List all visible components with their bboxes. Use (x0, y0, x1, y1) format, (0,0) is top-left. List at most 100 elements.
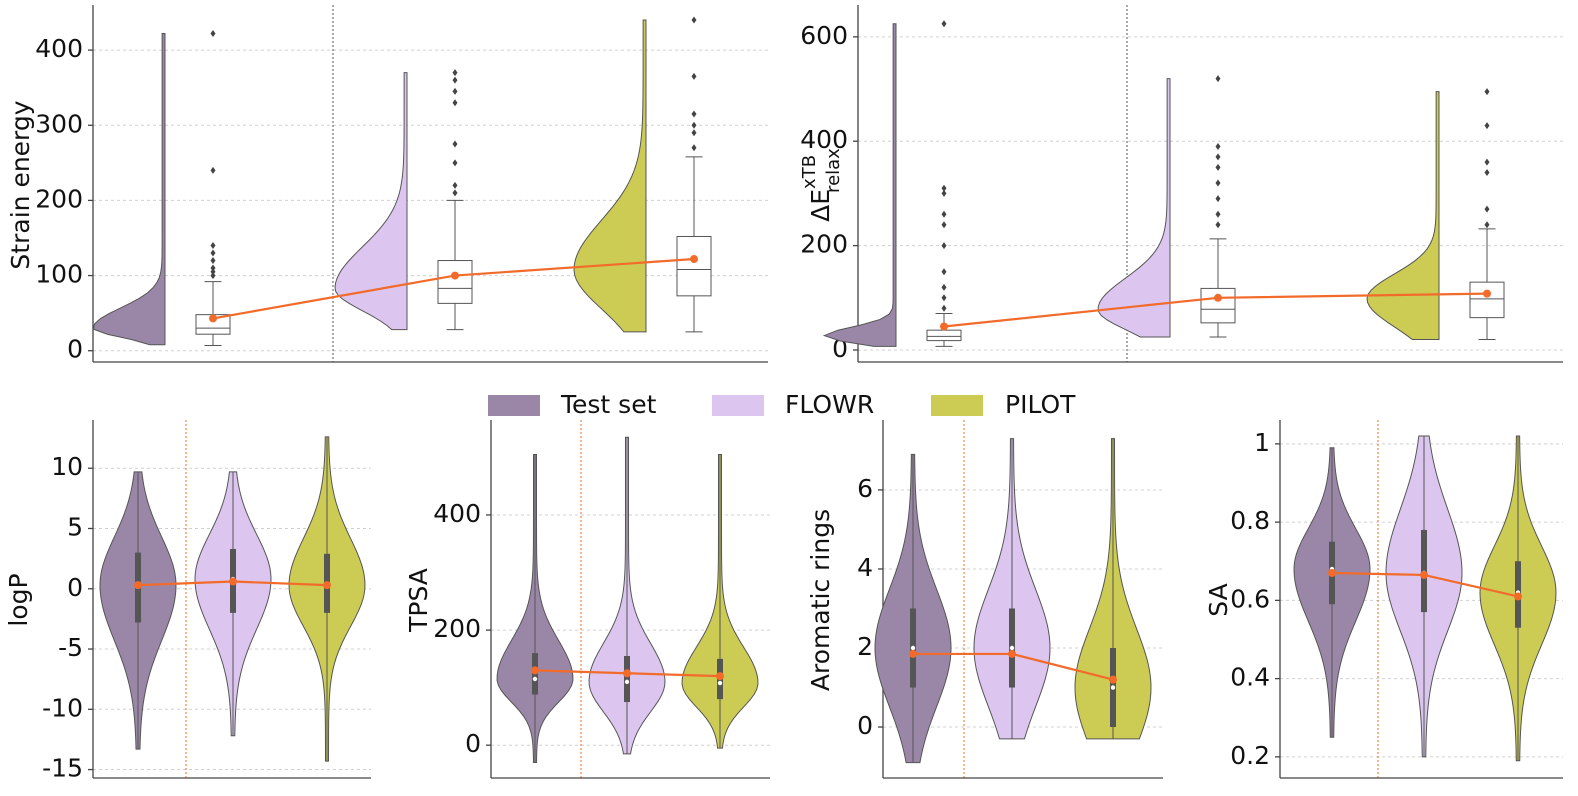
mean-marker (940, 322, 948, 331)
half-violin (573, 19, 647, 333)
legend: Test set FLOWR PILOT (488, 390, 1076, 419)
outlier (1215, 221, 1221, 229)
y-tick-label: -10 (42, 693, 83, 722)
half-violin (1097, 78, 1171, 338)
outlier (941, 242, 947, 250)
mean-marker (1109, 675, 1117, 684)
outlier (452, 87, 458, 95)
outlier (941, 221, 947, 229)
mean-marker (1514, 592, 1522, 601)
box (1469, 281, 1505, 319)
mean-marker (134, 581, 142, 590)
mean-marker (909, 649, 917, 658)
mean-marker (1420, 570, 1428, 579)
outlier (452, 69, 458, 77)
y-tick-label: 0.2 (1230, 741, 1270, 770)
outlier (941, 283, 947, 291)
legend-label: PILOT (1005, 390, 1076, 419)
outlier (691, 144, 697, 152)
y-tick-label: -5 (58, 633, 83, 662)
y-tick-label: 100 (35, 260, 83, 289)
y-tick-label: 4 (857, 553, 873, 582)
outlier (1484, 122, 1490, 130)
y-tick-label: 200 (35, 184, 83, 213)
outlier (210, 166, 216, 174)
outlier (210, 272, 216, 280)
y-label-sub: relax (823, 148, 844, 193)
y-tick-label: 5 (67, 512, 83, 541)
y-tick-label: 0.8 (1230, 506, 1270, 535)
y-tick-label: 300 (35, 109, 83, 138)
mean-marker (1214, 293, 1222, 302)
median (910, 645, 916, 651)
median (717, 680, 723, 686)
outlier (452, 181, 458, 189)
outlier (941, 20, 947, 28)
y-label-main: SA (1204, 583, 1233, 616)
outlier (1215, 210, 1221, 218)
legend-label: Test set (560, 390, 657, 419)
outlier (691, 16, 697, 24)
outlier (941, 189, 947, 197)
y-label-main: Strain energy (6, 100, 35, 269)
outlier (941, 294, 947, 302)
outlier (691, 129, 697, 137)
outlier (210, 249, 216, 257)
box (437, 260, 473, 304)
legend-label: FLOWR (785, 390, 874, 419)
mean-marker (716, 672, 724, 681)
panel: -15 -10 -5 0 5 10 logP (4, 420, 371, 783)
y-axis-label: logP (4, 573, 33, 626)
panel: 0 200 400 TPSA (404, 420, 770, 779)
legend-swatch (712, 395, 764, 416)
outlier (691, 110, 697, 118)
outlier (210, 268, 216, 276)
y-tick-label: 0.6 (1230, 584, 1270, 613)
mean-marker (1008, 649, 1016, 658)
mean-marker (323, 581, 331, 590)
outlier (1215, 142, 1221, 150)
outlier (210, 242, 216, 250)
outlier (1215, 195, 1221, 203)
outlier (691, 72, 697, 80)
y-axis-label: TPSA (404, 568, 433, 633)
outlier (1484, 169, 1490, 177)
median (1009, 645, 1015, 651)
mean-marker (451, 271, 459, 280)
outlier (452, 76, 458, 84)
outlier (1215, 163, 1221, 171)
outlier (210, 30, 216, 38)
y-axis-label: ΔExTB relax (799, 148, 844, 222)
outlier (1215, 179, 1221, 187)
y-tick-label: 0.4 (1230, 663, 1270, 692)
y-tick-label: 0 (857, 711, 873, 740)
box (676, 235, 712, 297)
outlier (941, 304, 947, 312)
half-violin (92, 33, 166, 346)
outlier (452, 99, 458, 107)
y-tick-label: 400 (35, 34, 83, 63)
outlier (1484, 221, 1490, 229)
box (926, 329, 962, 342)
median (1110, 685, 1116, 690)
mean-marker (1328, 568, 1336, 577)
mean-marker (623, 669, 631, 678)
y-axis-label: SA (1204, 583, 1233, 616)
outlier (941, 210, 947, 218)
y-tick-label: 10 (51, 452, 83, 481)
half-violin (822, 23, 897, 347)
y-label-main: TPSA (404, 568, 433, 633)
outlier (452, 189, 458, 197)
half-violin (1366, 91, 1440, 341)
y-tick-label: 6 (857, 474, 873, 503)
median (624, 679, 630, 685)
mean-marker (531, 666, 539, 675)
legend-swatch (931, 395, 983, 416)
y-tick-label: 1 (1254, 428, 1270, 457)
panel: 0 2 4 6 Aromatic rings (806, 420, 1163, 779)
outlier (1215, 153, 1221, 161)
outlier (210, 257, 216, 265)
y-tick-label: 0 (67, 335, 83, 364)
